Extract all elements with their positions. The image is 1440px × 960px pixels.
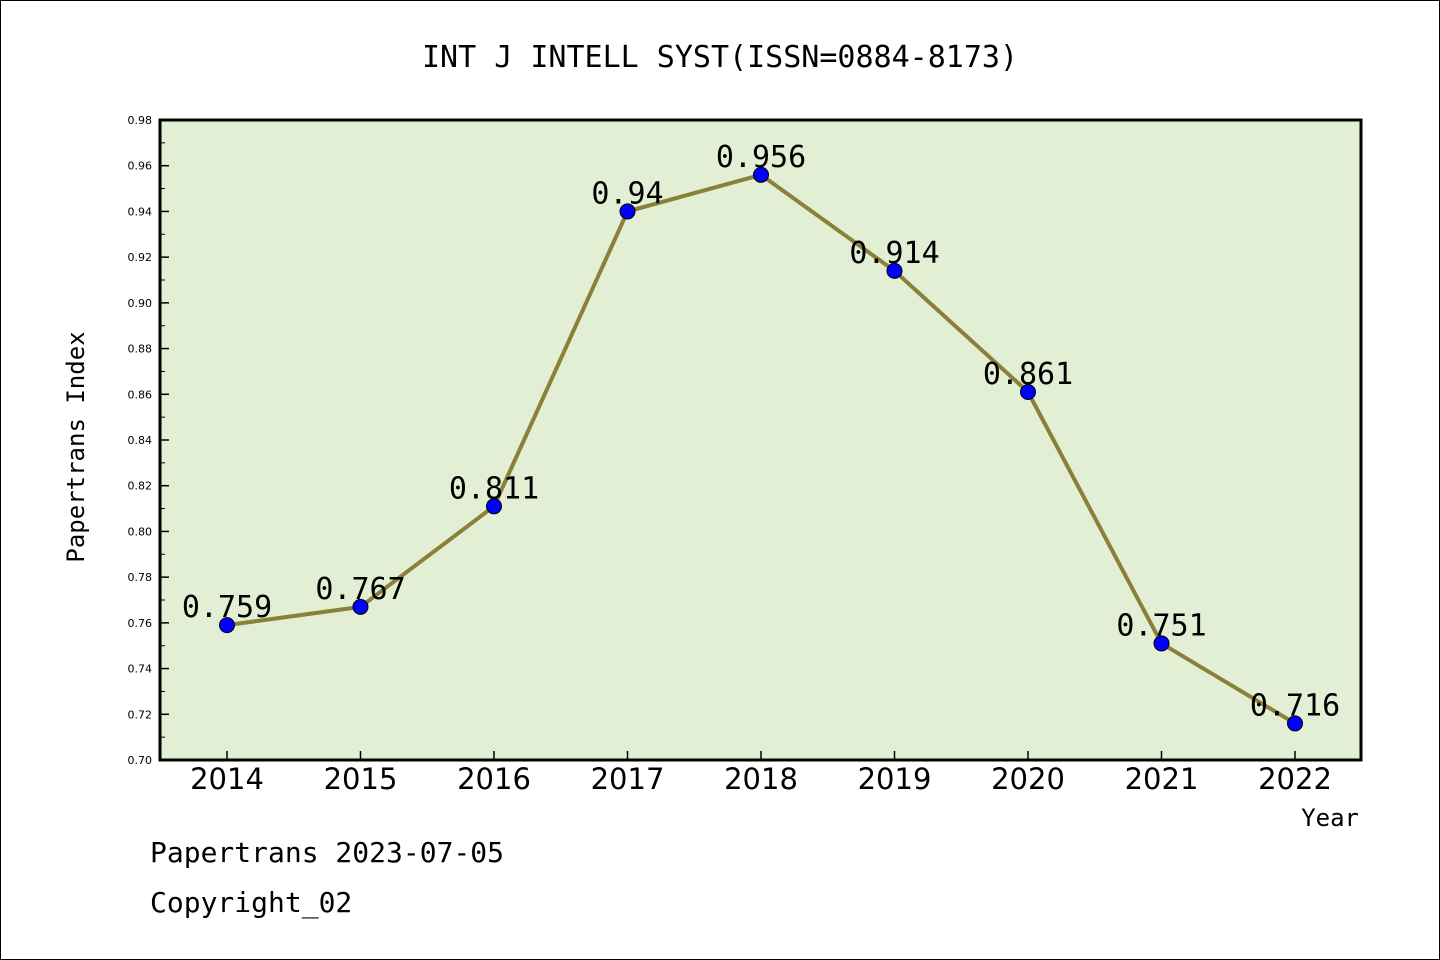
data-point: [1020, 384, 1036, 400]
x-tick-label: 2020: [991, 762, 1065, 796]
data-label: 0.914: [849, 236, 939, 271]
y-axis-ticks: 0.70 0.72 0.74 0.76 0.78 0.80 0.82 0.84 0.86 0.88…: [128, 114, 169, 767]
y-tick-label: 0.78: [128, 571, 153, 584]
y-tick-label: 0.98: [128, 114, 153, 127]
y-tick-label: 0.70: [128, 754, 153, 767]
footer-date: Papertrans 2023-07-05: [150, 836, 505, 869]
y-tick-label: 0.74: [128, 663, 153, 676]
x-tick-label: 2018: [724, 762, 798, 796]
y-tick-label: 0.80: [128, 525, 153, 538]
y-axis-label: Papertrans Index: [62, 331, 90, 562]
data-point: [352, 598, 369, 615]
footer-copyright: Copyright_02: [150, 886, 353, 919]
y-tick-label: 0.96: [128, 160, 153, 173]
data-point: [886, 262, 903, 279]
x-tick-label: 2021: [1125, 762, 1199, 796]
y-tick-label: 0.82: [128, 480, 153, 493]
data-label: 0.759: [182, 590, 272, 625]
x-tick-label: 2015: [324, 762, 398, 796]
x-tick-label: 2022: [1258, 762, 1332, 796]
data-point: [619, 203, 636, 220]
data-label: 0.751: [1116, 608, 1206, 643]
x-tick-label: 2017: [591, 762, 665, 796]
y-tick-label: 0.86: [128, 388, 153, 401]
x-tick-label: 2016: [457, 762, 531, 796]
data-point: [1287, 715, 1303, 732]
y-tick-label: 0.94: [128, 205, 153, 218]
y-tick-label: 0.92: [128, 251, 153, 264]
data-points: [219, 166, 1303, 732]
data-label: 0.716: [1250, 688, 1340, 723]
chart-title: INT J INTELL SYST(ISSN=0884-8173): [422, 40, 1018, 75]
data-label: 0.956: [716, 140, 806, 175]
x-tick-label: 2019: [858, 762, 932, 796]
data-point: [1153, 635, 1170, 652]
x-axis-ticks: 2014 2015 2016 2017 2018 2019 2020 2021 2022: [190, 751, 1332, 796]
data-point: [219, 617, 235, 634]
y-tick-label: 0.76: [128, 617, 153, 630]
data-label: 0.94: [591, 176, 663, 211]
plot-area: [158, 118, 1363, 762]
data-labels: 0.759 0.767 0.811 0.94 0.956 0.914 0.861 0.751 0…: [182, 140, 1340, 724]
x-axis-label: Year: [1301, 804, 1359, 832]
x-tick-label: 2014: [190, 762, 264, 796]
y-tick-label: 0.84: [128, 434, 153, 447]
data-label: 0.811: [449, 471, 539, 506]
data-label: 0.767: [315, 572, 405, 607]
y-tick-label: 0.90: [128, 297, 153, 310]
data-label: 0.861: [983, 357, 1073, 392]
y-tick-label: 0.72: [128, 708, 153, 721]
data-point: [753, 166, 769, 183]
data-point: [486, 498, 502, 515]
y-tick-label: 0.88: [128, 343, 153, 356]
